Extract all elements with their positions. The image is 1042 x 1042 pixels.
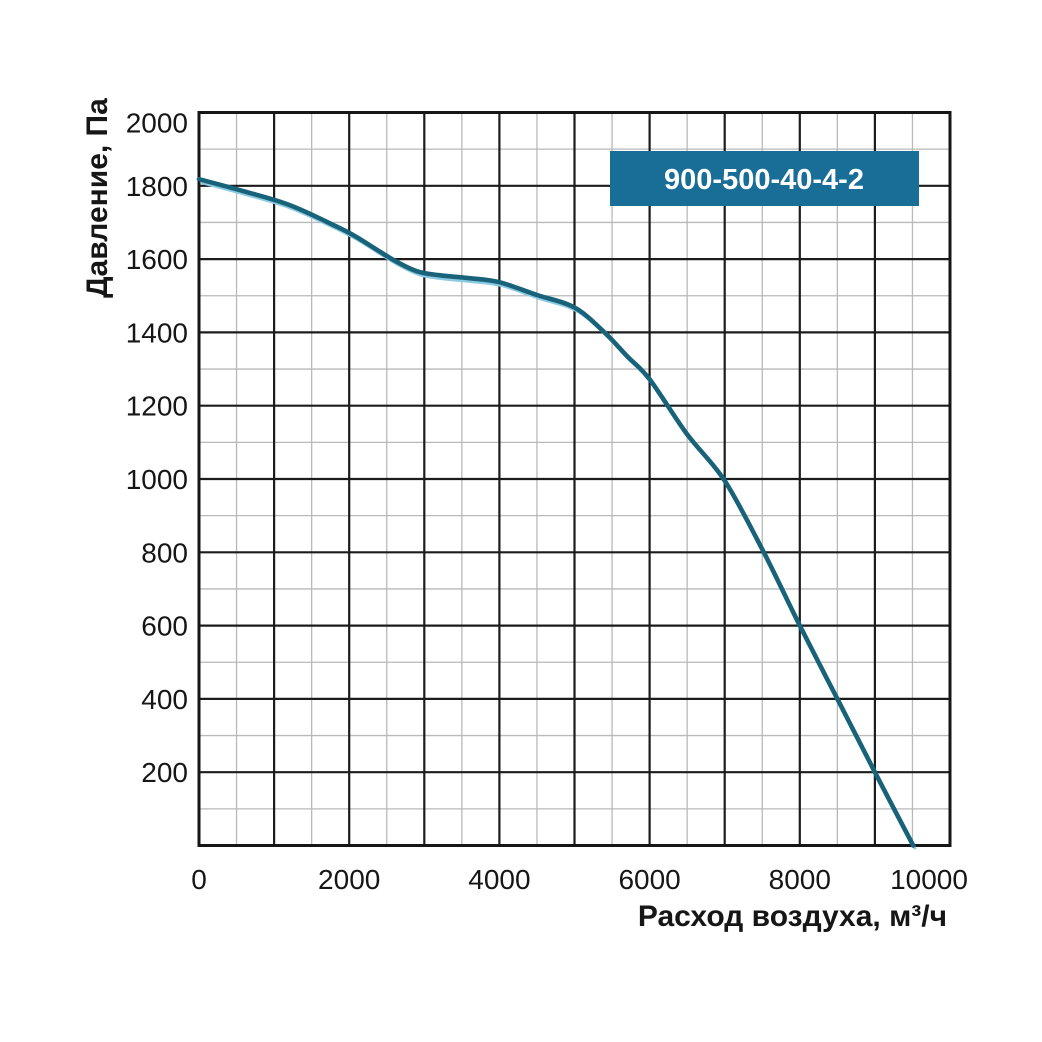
x-tick-label: 0 bbox=[191, 864, 207, 895]
model-badge: 900-500-40-4-2 bbox=[610, 151, 919, 206]
y-tick-label: 1000 bbox=[126, 464, 188, 495]
y-tick-label: 400 bbox=[141, 684, 188, 715]
y-tick-label: 600 bbox=[141, 611, 188, 642]
y-tick-label: 200 bbox=[141, 757, 188, 788]
x-tick-label: 8000 bbox=[769, 864, 831, 895]
x-tick-label: 4000 bbox=[468, 864, 530, 895]
plot-border bbox=[197, 111, 952, 847]
x-tick-label: 2000 bbox=[318, 864, 380, 895]
y-tick-label: 2000 bbox=[126, 108, 188, 139]
y-axis-title: Давление, Па bbox=[81, 98, 114, 298]
y-tick-label: 1200 bbox=[126, 391, 188, 422]
x-axis-title: Расход воздуха, м³/ч bbox=[638, 900, 947, 933]
y-tick-label: 800 bbox=[141, 537, 188, 568]
y-tick-label: 1600 bbox=[126, 244, 188, 275]
y-tick-label: 1400 bbox=[126, 317, 188, 348]
fan-curve bbox=[196, 176, 916, 848]
model-badge-label: 900-500-40-4-2 bbox=[664, 164, 864, 196]
x-tick-label: 10000 bbox=[890, 864, 968, 895]
y-tick-label: 1800 bbox=[126, 171, 188, 202]
model-badge-box bbox=[610, 151, 919, 206]
x-tick-label: 6000 bbox=[618, 864, 680, 895]
y-axis-tick-labels: 200 400 600 800 1000 1200 1400 1600 1800 2000 bbox=[126, 108, 188, 789]
x-axis-tick-labels: 0 2000 4000 6000 8000 10000 bbox=[191, 864, 968, 895]
